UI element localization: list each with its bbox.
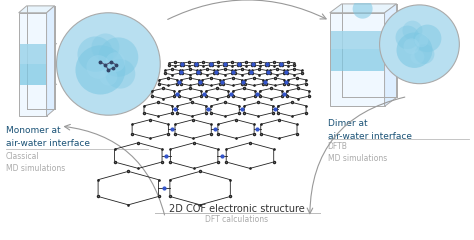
Polygon shape xyxy=(46,6,55,116)
Text: Monomer at
air-water interface: Monomer at air-water interface xyxy=(6,126,90,148)
Circle shape xyxy=(56,13,160,115)
Circle shape xyxy=(410,50,424,64)
Circle shape xyxy=(402,21,422,40)
Text: DFT calculations: DFT calculations xyxy=(205,215,269,224)
FancyBboxPatch shape xyxy=(18,13,46,116)
Polygon shape xyxy=(330,4,397,13)
Polygon shape xyxy=(18,6,55,13)
FancyBboxPatch shape xyxy=(19,44,46,65)
Circle shape xyxy=(380,5,459,84)
FancyBboxPatch shape xyxy=(19,44,46,85)
Circle shape xyxy=(105,59,135,89)
Circle shape xyxy=(397,32,432,68)
Text: 2D COF electronic structure: 2D COF electronic structure xyxy=(169,204,305,214)
Circle shape xyxy=(100,68,118,86)
Circle shape xyxy=(413,24,441,52)
Circle shape xyxy=(414,33,428,47)
Text: Dimer at
air-water interface: Dimer at air-water interface xyxy=(328,119,412,141)
Circle shape xyxy=(353,0,373,19)
Circle shape xyxy=(99,37,138,77)
Circle shape xyxy=(91,33,119,61)
FancyBboxPatch shape xyxy=(330,13,384,106)
FancyBboxPatch shape xyxy=(331,31,383,71)
FancyBboxPatch shape xyxy=(331,31,383,49)
Text: Classical
MD simulations: Classical MD simulations xyxy=(6,152,65,173)
Polygon shape xyxy=(384,4,397,106)
Circle shape xyxy=(403,38,419,54)
Circle shape xyxy=(414,44,434,64)
Text: DFTB
MD simulations: DFTB MD simulations xyxy=(328,142,387,163)
Circle shape xyxy=(77,36,113,72)
Circle shape xyxy=(105,52,125,72)
Circle shape xyxy=(75,45,125,95)
Circle shape xyxy=(86,55,110,79)
Circle shape xyxy=(395,26,419,49)
